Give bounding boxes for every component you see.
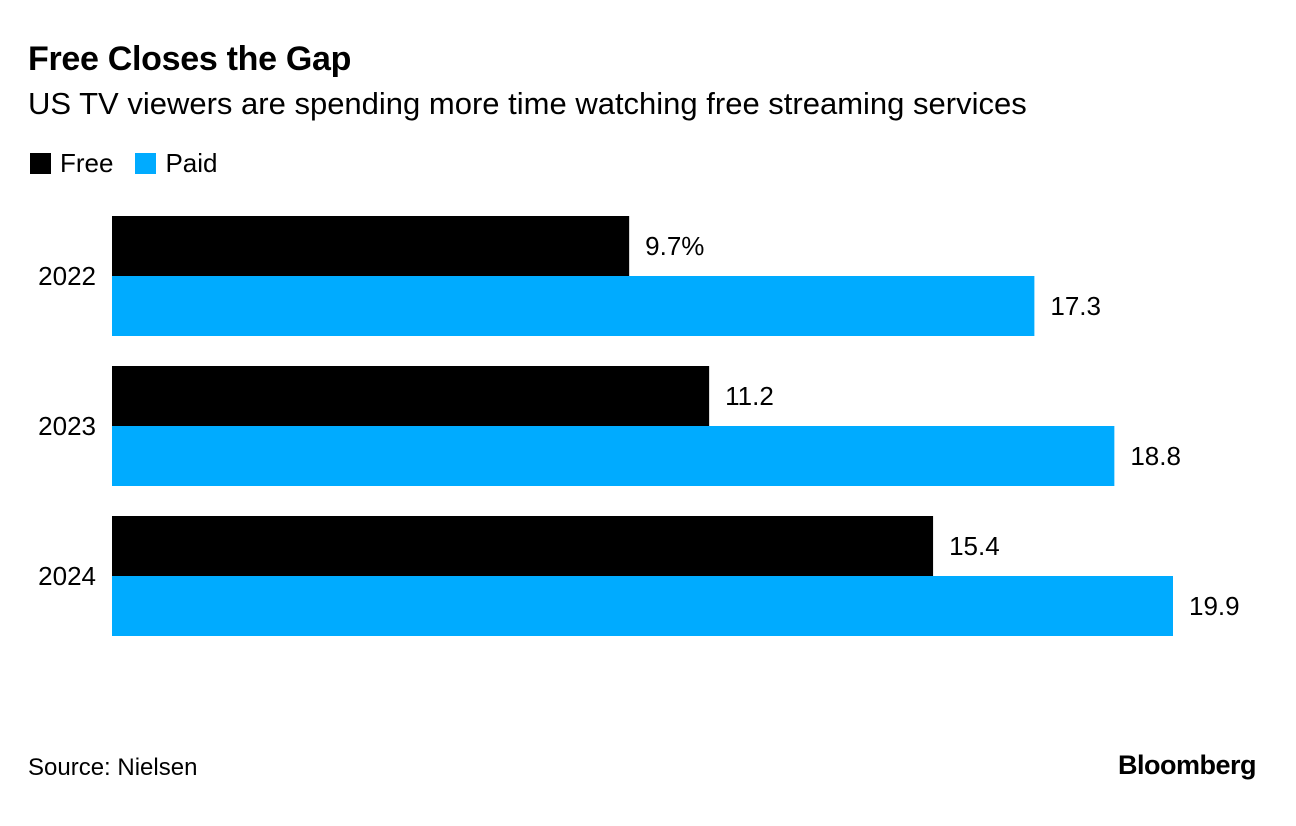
legend-swatch-free (30, 153, 51, 174)
legend-item-free: Free (30, 148, 113, 179)
data-label-paid-2024: 19.9 (1189, 591, 1240, 621)
legend-item-paid: Paid (135, 148, 218, 179)
category-label-2022: 2022 (38, 261, 96, 291)
data-label-free-2023: 11.2 (725, 381, 774, 411)
data-label-paid-2022: 17.3 (1050, 291, 1101, 321)
data-label-free-2022: 9.7% (645, 231, 704, 261)
legend-swatch-paid (135, 153, 157, 174)
bloomberg-logo: Bloomberg (1117, 750, 1257, 780)
category-label-2023: 2023 (38, 411, 96, 441)
bar-free-2023 (112, 366, 710, 426)
bar-free-2022 (112, 216, 630, 276)
data-label-free-2024: 15.4 (949, 531, 1000, 561)
bar-paid-2022 (112, 276, 1035, 336)
bar-paid-2023 (112, 426, 1115, 486)
bar-paid-2024 (112, 576, 1173, 636)
chart-subtitle: US TV viewers are spending more time wat… (28, 86, 1027, 121)
source-note: Source: Nielsen (28, 754, 198, 781)
category-label-2024: 2024 (38, 561, 96, 591)
legend: Free Paid (30, 148, 240, 179)
chart-title: Free Closes the Gap (28, 40, 352, 78)
bar-free-2024 (112, 516, 934, 576)
legend-label-paid: Paid (165, 148, 218, 178)
legend-label-free: Free (60, 148, 114, 178)
data-label-paid-2023: 18.8 (1130, 441, 1181, 471)
